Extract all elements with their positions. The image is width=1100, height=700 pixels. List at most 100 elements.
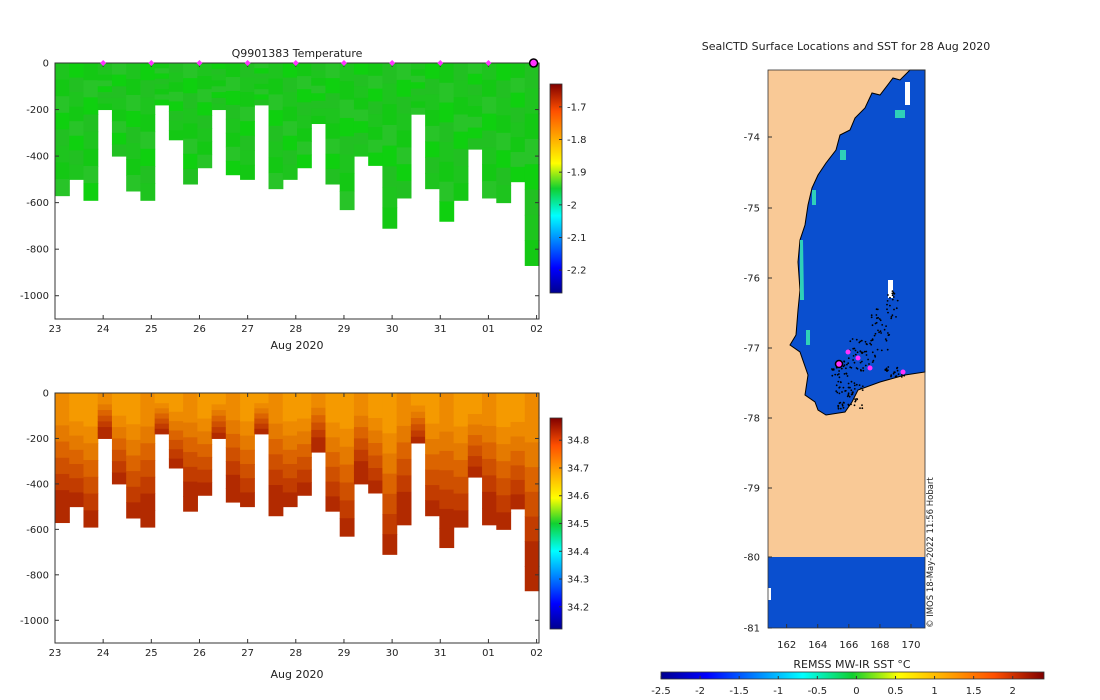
profile-cell <box>55 145 70 163</box>
track-point <box>847 357 850 360</box>
track-point <box>864 364 867 367</box>
profile-cell <box>154 418 170 425</box>
track-point <box>870 314 873 317</box>
track-point <box>853 404 856 407</box>
profile-cell <box>496 185 512 204</box>
profile-cell <box>140 131 156 150</box>
profile-cell <box>126 408 142 425</box>
track-point <box>865 350 868 353</box>
track-point <box>881 324 884 326</box>
profile-cell <box>425 63 440 80</box>
profile-cell <box>410 82 426 90</box>
track-point <box>859 407 861 409</box>
track-point <box>886 308 888 311</box>
y-tick-label: -800 <box>26 245 49 256</box>
track-point <box>848 386 851 389</box>
profile-cell <box>183 393 198 409</box>
profile-cell <box>353 63 369 76</box>
profile-cell <box>55 506 70 524</box>
track-point <box>900 376 903 378</box>
x-tick-label: 01 <box>482 324 495 335</box>
profile-cell <box>353 415 369 428</box>
profile-cell <box>311 407 327 416</box>
track-point <box>865 354 868 356</box>
profile-cell <box>368 418 384 431</box>
map-y-tick-label: -81 <box>744 624 760 635</box>
map-colorbar <box>660 671 1045 680</box>
track-point <box>831 374 834 377</box>
x-tick-label: 29 <box>338 648 351 659</box>
track-point <box>883 328 886 331</box>
y-tick-label: -400 <box>26 152 49 163</box>
track-point <box>897 373 900 375</box>
profile-cell <box>382 83 398 105</box>
profile-cell <box>425 423 440 440</box>
profile-cell <box>240 106 255 122</box>
profile-cell <box>140 443 156 461</box>
track-point <box>878 318 881 320</box>
profile-cell <box>339 172 355 192</box>
profile-cell <box>482 63 497 81</box>
profile-cell <box>425 157 440 174</box>
map-x-tick-label: 166 <box>839 640 858 651</box>
profile-cell <box>69 92 85 108</box>
profile-cell <box>496 80 512 99</box>
profile-cell <box>225 160 241 176</box>
track-point <box>837 407 840 410</box>
profile-cell <box>154 68 170 74</box>
profile-cell <box>482 147 497 165</box>
track-point <box>855 383 858 386</box>
track-point <box>886 348 889 351</box>
profile-cell <box>111 132 127 145</box>
profile-cell <box>439 63 455 84</box>
profile-cell <box>97 415 113 422</box>
profile-cell <box>126 159 142 176</box>
map-x-ticks: 162 164 166 168 170 <box>777 624 921 651</box>
profile-cell <box>524 467 540 493</box>
profile-cell <box>482 164 497 182</box>
profile-cell <box>83 148 99 167</box>
track-point <box>856 398 858 400</box>
profile-cell <box>353 121 369 134</box>
profile-cell <box>467 403 483 415</box>
profile-cell <box>325 123 341 140</box>
map-y-tick-label: -77 <box>744 344 760 355</box>
profile-cell <box>439 82 455 104</box>
profile-cell <box>325 393 341 409</box>
colorbar-tick-label: -2 <box>567 200 577 211</box>
map-x-tick-label: 170 <box>901 640 920 651</box>
track-point <box>853 388 856 390</box>
profile-cell <box>55 441 70 459</box>
profile-cell <box>297 444 312 458</box>
track-point <box>837 406 840 408</box>
profile-cell <box>482 425 497 443</box>
profile-cell <box>69 478 85 493</box>
profile-cell <box>467 435 483 447</box>
profile-cell <box>282 92 298 108</box>
profile-cell <box>311 429 327 438</box>
colorbar-tick-label: -1.8 <box>567 135 587 146</box>
track-point <box>838 392 841 395</box>
profile-cell <box>368 393 384 406</box>
track-point <box>845 372 848 375</box>
x-tick-label: 24 <box>97 648 110 659</box>
profile-cell <box>382 63 398 85</box>
profile-cell <box>83 97 99 115</box>
profile-cell <box>126 127 142 144</box>
profile-cell <box>111 86 127 99</box>
profile-cell <box>325 481 341 497</box>
profile-cell <box>211 68 227 76</box>
profile-cell <box>339 99 355 119</box>
profile-cell <box>410 63 426 70</box>
profile-cell <box>140 114 156 133</box>
profile-cell <box>396 63 412 81</box>
profile-cell <box>368 443 384 456</box>
profile-cell <box>211 103 227 111</box>
track-point <box>871 361 874 363</box>
profile-cell <box>325 63 341 79</box>
profile-cell <box>382 207 398 229</box>
profile-cell <box>69 135 85 151</box>
profile-cell <box>183 496 198 512</box>
profile-cell <box>453 63 469 81</box>
profile-cell <box>197 89 213 103</box>
